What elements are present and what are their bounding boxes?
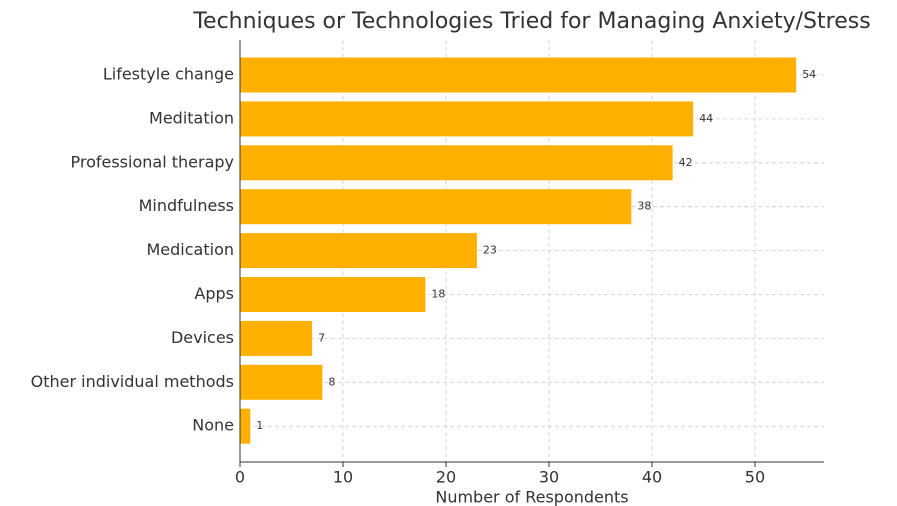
bar	[240, 233, 477, 269]
data-label: 44	[699, 112, 713, 125]
y-tick-label: Medication	[147, 240, 235, 259]
y-tick-label: Apps	[194, 284, 234, 303]
bar	[240, 145, 673, 181]
y-tick-label: Lifestyle change	[103, 65, 234, 84]
bar	[240, 189, 632, 225]
data-label: 54	[802, 68, 816, 81]
data-label: 7	[318, 331, 325, 344]
data-label: 38	[637, 200, 651, 213]
x-tick-label: 40	[642, 468, 662, 487]
bar	[240, 277, 426, 312]
y-tick-label: Devices	[171, 328, 234, 347]
data-label: 8	[328, 375, 335, 388]
y-tick-label: Meditation	[149, 108, 234, 127]
chart-title: Techniques or Technologies Tried for Man…	[192, 9, 870, 34]
x-tick-label: 50	[745, 468, 765, 487]
bar	[240, 57, 797, 93]
data-label: 42	[679, 156, 693, 169]
x-tick-label: 30	[539, 468, 559, 487]
y-tick-label: Professional therapy	[70, 152, 234, 171]
bar	[240, 320, 313, 356]
x-tick-label: 20	[436, 468, 456, 487]
x-axis-label: Number of Respondents	[435, 488, 628, 506]
data-label: 18	[431, 288, 445, 301]
x-tick-label: 0	[235, 468, 245, 487]
y-tick-label: Mindfulness	[139, 196, 234, 215]
bar	[240, 101, 694, 137]
bar	[240, 364, 323, 400]
data-label: 1	[256, 419, 263, 432]
x-tick-label: 10	[333, 468, 353, 487]
y-tick-label: None	[192, 416, 234, 435]
y-tick-label: Other individual methods	[31, 372, 234, 391]
bar	[240, 408, 251, 444]
data-label: 23	[483, 244, 497, 257]
